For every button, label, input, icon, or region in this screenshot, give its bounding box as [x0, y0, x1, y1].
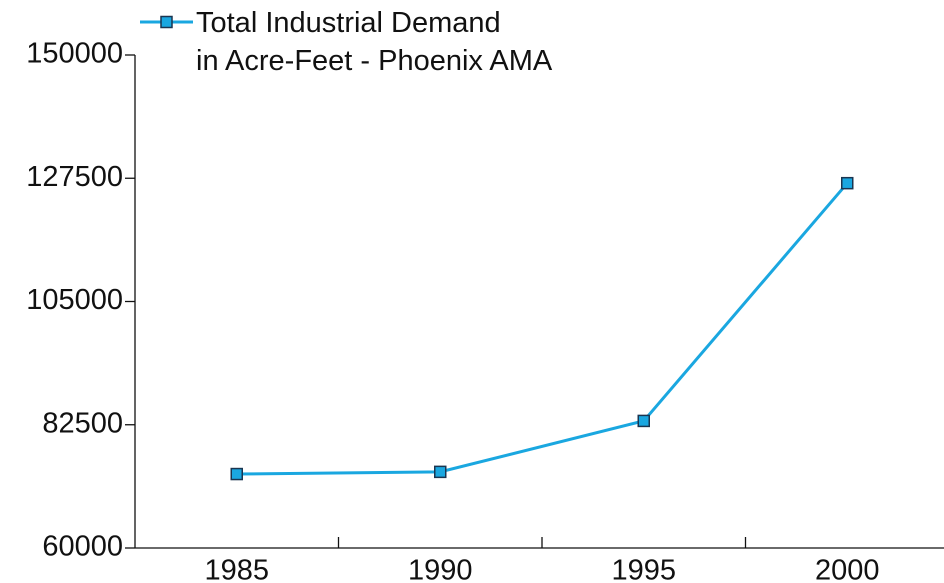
- legend-marker: [160, 15, 173, 29]
- x-tick-label: 1995: [611, 555, 676, 583]
- x-tick-label: 1990: [408, 555, 473, 583]
- data-line: [236, 182, 849, 476]
- x-tick-label: 2000: [815, 555, 880, 583]
- data-marker: [637, 414, 650, 428]
- y-tick-label: 105000: [26, 284, 123, 316]
- y-tick-label: 150000: [26, 38, 123, 70]
- y-tick-label: 60000: [42, 531, 123, 563]
- y-tick-label: 127500: [26, 161, 123, 193]
- data-marker: [230, 467, 243, 481]
- data-marker: [434, 465, 447, 479]
- y-tick-label: 82500: [42, 407, 123, 439]
- x-tick-label: 1985: [204, 555, 269, 583]
- data-marker: [841, 176, 854, 190]
- legend-label: Total Industrial Demand in Acre-Feet - P…: [196, 7, 553, 77]
